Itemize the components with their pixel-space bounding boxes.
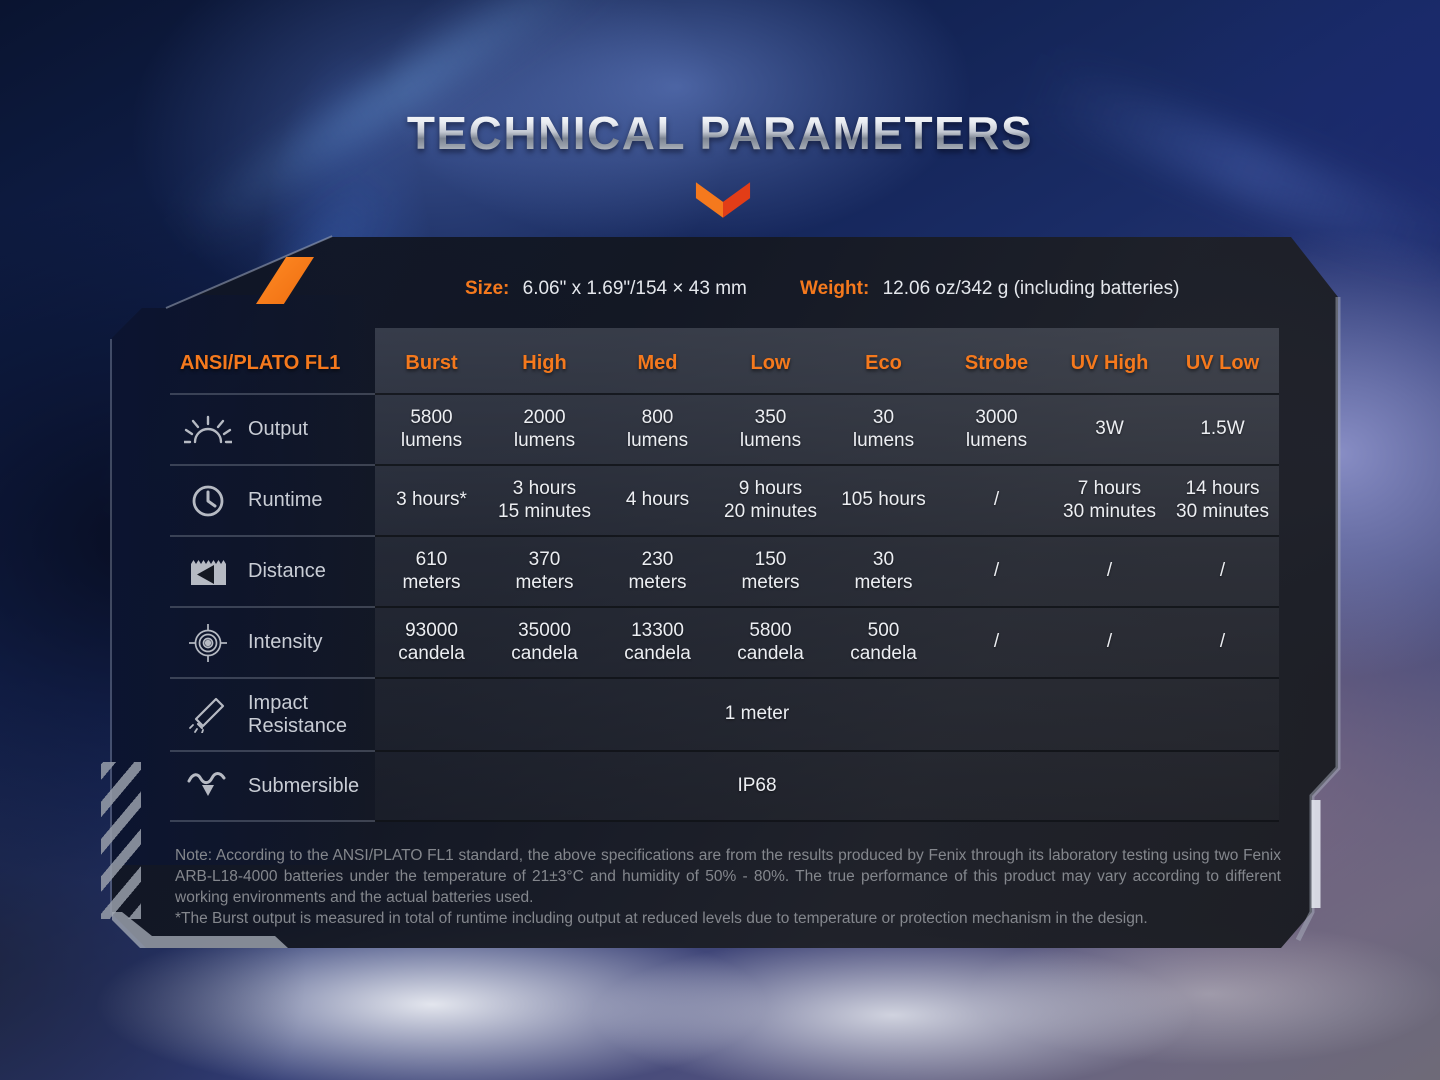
- hazard-stripes: [101, 762, 141, 919]
- panel-tint: [112, 295, 410, 865]
- spec-cell: 30 lumens: [827, 395, 940, 466]
- page-title: TECHNICAL PARAMETERS: [406, 107, 1034, 159]
- row-label-runtime: Runtime: [170, 466, 375, 537]
- spec-cell: 610 meters: [375, 537, 488, 608]
- sun-burst-icon: [184, 414, 232, 446]
- row-label-text: Runtime: [248, 489, 323, 511]
- spec-cell: 2000 lumens: [488, 395, 601, 466]
- impact-icon: [184, 697, 232, 733]
- spec-cell: 9 hours 20 minutes: [714, 466, 827, 537]
- row-label-text: Submersible: [248, 774, 360, 797]
- column-header-med: Med: [601, 333, 714, 395]
- size-weight-line: Size: 6.06" x 1.69"/154 × 43 mm Weight: …: [110, 278, 1340, 306]
- panel-edge-line: [110, 339, 112, 915]
- clock-icon: [184, 483, 232, 519]
- spec-cell: 350 lumens: [714, 395, 827, 466]
- column-header-uv-low: UV Low: [1166, 333, 1279, 395]
- spec-cell: 3000 lumens: [940, 395, 1053, 466]
- target-icon: [184, 623, 232, 663]
- beam-distance-icon: [184, 556, 232, 588]
- spec-cell: 35000 candela: [488, 608, 601, 679]
- spec-cell: /: [1166, 608, 1279, 679]
- row-label-text: Impact Resistance: [248, 691, 347, 737]
- row-label-intensity: Intensity: [170, 608, 375, 679]
- row-label-submersible: Submersible: [170, 752, 375, 822]
- row-label-output: Output: [170, 395, 375, 466]
- footnote-text: *The Burst output is measured in total o…: [175, 910, 1148, 928]
- page-title-wrap: TECHNICAL PARAMETERS: [0, 106, 1440, 160]
- column-header-high: High: [488, 333, 601, 395]
- spec-table: ANSI/PLATO FL1 Burst High Med Low Eco St…: [170, 333, 1279, 822]
- weight-group: Weight: 12.06 oz/342 g (including batter…: [800, 278, 1179, 300]
- spec-cell: 5800 lumens: [375, 395, 488, 466]
- spec-cell: 3W: [1053, 395, 1166, 466]
- spec-cell: 3 hours*: [375, 466, 488, 537]
- size-value: 6.06" x 1.69"/154 × 43 mm: [522, 278, 747, 299]
- column-header-low: Low: [714, 333, 827, 395]
- spec-cell-merged: 1 meter: [375, 679, 1279, 752]
- spec-panel: [112, 237, 1338, 948]
- spec-cell: 500 candela: [827, 608, 940, 679]
- spec-cell: 800 lumens: [601, 395, 714, 466]
- spec-cell: 30 meters: [827, 537, 940, 608]
- spec-cell-merged: IP68: [375, 752, 1279, 822]
- spec-cell: /: [940, 537, 1053, 608]
- weight-value: 12.06 oz/342 g (including batteries): [882, 278, 1180, 299]
- spec-cell: 1.5W: [1166, 395, 1279, 466]
- spec-cell: 150 meters: [714, 537, 827, 608]
- spec-cell: 13300 candela: [601, 608, 714, 679]
- column-header-uv-high: UV High: [1053, 333, 1166, 395]
- spec-cell: 105 hours: [827, 466, 940, 537]
- column-header-strobe: Strobe: [940, 333, 1053, 395]
- row-label-text: Output: [248, 418, 309, 440]
- chevron-down-icon: [695, 182, 751, 218]
- spec-cell: 230 meters: [601, 537, 714, 608]
- table-corner-label: ANSI/PLATO FL1: [170, 333, 375, 395]
- row-label-text: Intensity: [248, 631, 323, 653]
- spec-cell: /: [940, 608, 1053, 679]
- spec-cell: /: [940, 466, 1053, 537]
- row-label-distance: Distance: [170, 537, 375, 608]
- spec-cell: 3 hours 15 minutes: [488, 466, 601, 537]
- submersible-icon: [184, 771, 232, 801]
- spec-cell: 14 hours 30 minutes: [1166, 466, 1279, 537]
- note-text: Note: According to the ANSI/PLATO FL1 st…: [175, 847, 1281, 907]
- spec-cell: 93000 candela: [375, 608, 488, 679]
- column-header-eco: Eco: [827, 333, 940, 395]
- footnotes: Note: According to the ANSI/PLATO FL1 st…: [175, 845, 1281, 929]
- spec-cell: /: [1053, 537, 1166, 608]
- size-label: Size:: [465, 278, 510, 299]
- spec-cell: /: [1053, 608, 1166, 679]
- weight-label: Weight:: [800, 278, 870, 299]
- table-data-background: [375, 328, 1279, 822]
- row-label-text: Distance: [248, 560, 326, 582]
- size-group: Size: 6.06" x 1.69"/154 × 43 mm: [465, 278, 747, 300]
- spec-cell: /: [1166, 537, 1279, 608]
- spec-cell: 5800 candela: [714, 608, 827, 679]
- spec-cell: 4 hours: [601, 466, 714, 537]
- column-header-burst: Burst: [375, 333, 488, 395]
- spec-cell: 7 hours 30 minutes: [1053, 466, 1166, 537]
- spec-cell: 370 meters: [488, 537, 601, 608]
- row-label-impact-resistance: Impact Resistance: [170, 679, 375, 752]
